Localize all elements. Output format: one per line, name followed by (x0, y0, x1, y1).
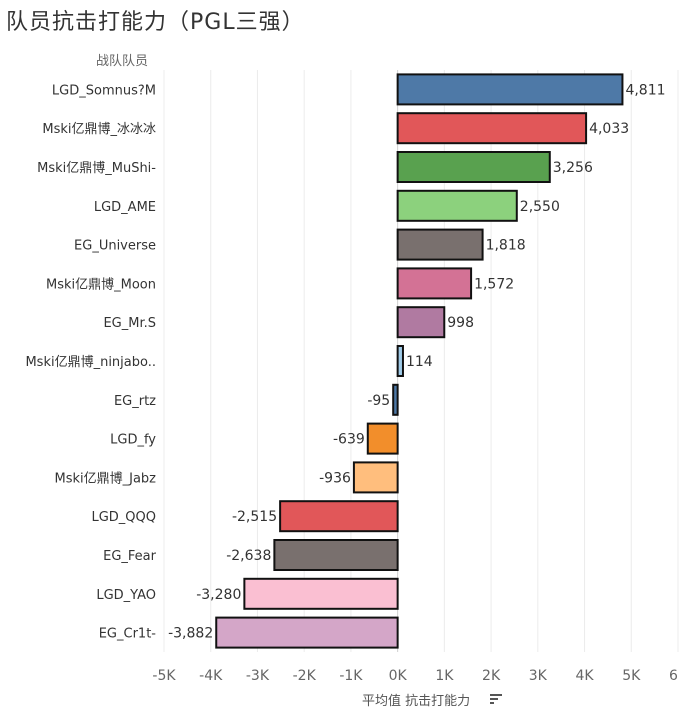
category-label: Mski亿鼎博_Moon (46, 277, 156, 292)
data-label: 4,033 (589, 121, 629, 137)
x-tick-label: -4K (199, 668, 223, 684)
data-label: 1,572 (474, 276, 514, 292)
bar (279, 500, 399, 533)
row-header: 战队队员 (96, 54, 149, 69)
bar (396, 306, 446, 339)
x-tick-label: -1K (339, 668, 363, 684)
category-label: Mski亿鼎博_冰冰冰 (42, 122, 156, 137)
data-label: -2,638 (226, 548, 271, 564)
x-tick-label: 4K (575, 668, 594, 684)
category-label: EG_Universe (74, 239, 156, 254)
x-tick-label: 0K (389, 668, 408, 684)
category-label: Mski亿鼎博_MuShi- (37, 161, 156, 176)
bar (396, 189, 518, 222)
bar (366, 422, 399, 455)
chart-title: 队员抗击打能力（PGL三强） (6, 10, 305, 35)
x-tick-label: -5K (152, 668, 176, 684)
category-label: EG_Cr1t- (99, 627, 157, 642)
bar (396, 267, 473, 300)
x-axis-title: 平均值 抗击打能力 (362, 694, 471, 709)
category-label: Mski亿鼎博_Jabz (54, 471, 156, 486)
sort-descending-icon[interactable] (490, 694, 502, 704)
bar (392, 383, 399, 416)
category-label: LGD_fy (110, 433, 156, 448)
data-label: -936 (319, 470, 351, 486)
x-tick-label: 5K (622, 668, 641, 684)
x-tick-label: 3K (529, 668, 548, 684)
data-label: -2,515 (232, 509, 277, 525)
bar (396, 345, 404, 377)
category-label: LGD_QQQ (91, 510, 156, 525)
bar (396, 112, 588, 145)
data-label: 1,818 (486, 238, 526, 254)
category-label: EG_rtz (114, 394, 156, 409)
category-label: LGD_AME (94, 200, 156, 215)
category-label: LGD_YAO (96, 588, 156, 603)
bar (396, 151, 551, 183)
bar (396, 73, 624, 106)
bar (352, 461, 399, 494)
data-label: 3,256 (553, 160, 593, 176)
data-label: 998 (447, 315, 474, 331)
bar (273, 539, 399, 571)
x-tick-label: -3K (246, 668, 270, 684)
category-label: EG_Fear (103, 549, 157, 564)
category-label: EG_Mr.S (103, 316, 156, 331)
category-label: Mski亿鼎博_ninjabo.. (25, 355, 156, 370)
category-label: LGD_Somnus?M (52, 83, 156, 98)
x-tick-label: 2K (482, 668, 501, 684)
data-label: 4,811 (625, 82, 665, 98)
data-label: -3,882 (168, 626, 213, 642)
data-label: -3,280 (196, 587, 241, 603)
data-label: 2,550 (520, 199, 560, 215)
x-tick-label: 1K (435, 668, 454, 684)
bar (396, 228, 484, 261)
x-tick-label: 6K (669, 668, 679, 684)
data-label: 114 (406, 354, 433, 370)
bar (243, 577, 399, 610)
data-label: -639 (333, 432, 365, 448)
bar (215, 616, 399, 649)
data-label: -95 (367, 393, 390, 409)
x-tick-label: -2K (293, 668, 317, 684)
